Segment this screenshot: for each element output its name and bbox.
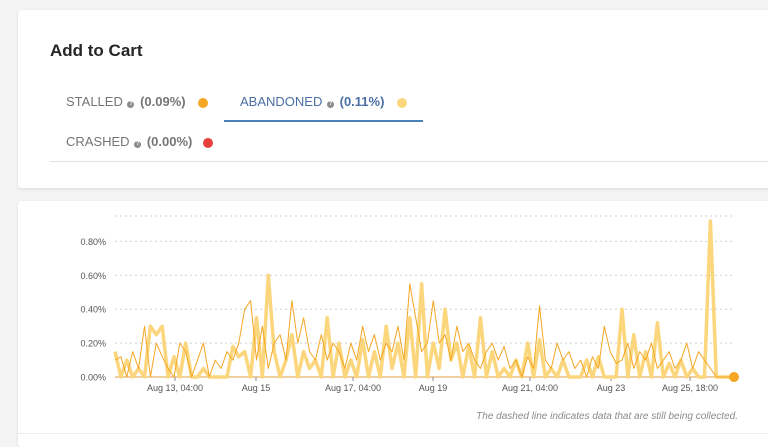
stalled-color-dot xyxy=(198,98,208,108)
help-icon[interactable]: ? xyxy=(134,141,142,148)
y-tick-label: 0.20% xyxy=(80,339,106,349)
crashed-color-dot xyxy=(203,138,213,148)
x-tick-label: Aug 13, 04:00 xyxy=(147,383,203,393)
help-icon[interactable]: ? xyxy=(326,101,334,108)
x-tick-label: Aug 23 xyxy=(597,383,626,393)
tabs-divider xyxy=(50,161,768,162)
tab-label: CRASHED xyxy=(66,134,130,149)
active-tab-indicator xyxy=(224,120,423,122)
x-tick-label: Aug 21, 04:00 xyxy=(502,383,558,393)
x-tick-label: Aug 17, 04:00 xyxy=(325,383,381,393)
x-tick-label: Aug 25, 18:00 xyxy=(662,383,718,393)
help-icon[interactable]: ? xyxy=(127,101,135,108)
tab-percentage: (0.11%) xyxy=(339,94,385,109)
tab-abandoned[interactable]: ABANDONED ? (0.11%) xyxy=(240,94,407,109)
y-tick-label: 0.80% xyxy=(80,237,106,247)
add-to-cart-panel: Add to Cart STALLED ? (0.09%) ABANDONED … xyxy=(18,10,768,188)
y-tick-label: 0.40% xyxy=(80,305,106,315)
tab-label: STALLED xyxy=(66,94,123,109)
series-end-marker xyxy=(729,372,739,382)
tab-crashed[interactable]: CRASHED ? (0.00%) xyxy=(66,134,213,149)
chart-footnote: The dashed line indicates data that are … xyxy=(476,411,738,422)
chart-panel: 0.00% 0.20% 0.40% 0.60% 0.80% Aug 13, 04:00 Au… xyxy=(18,201,768,447)
tab-label: ABANDONED xyxy=(240,94,323,109)
y-tick-label: 0.60% xyxy=(80,271,106,281)
x-tick-label: Aug 15 xyxy=(242,383,271,393)
x-tick-label: Aug 19 xyxy=(419,383,448,393)
y-tick-label: 0.00% xyxy=(80,373,106,383)
tab-stalled[interactable]: STALLED ? (0.09%) xyxy=(66,94,208,109)
tab-percentage: (0.00%) xyxy=(146,134,193,149)
abandoned-color-dot xyxy=(397,98,407,108)
series-line xyxy=(114,283,734,378)
abandoned-rate-chart: 0.00% 0.20% 0.40% 0.60% 0.80% Aug 13, 04:00 Au… xyxy=(80,215,739,393)
tab-percentage: (0.09%) xyxy=(140,94,186,109)
panel-title: Add to Cart xyxy=(50,41,143,60)
panel-divider xyxy=(18,433,768,434)
